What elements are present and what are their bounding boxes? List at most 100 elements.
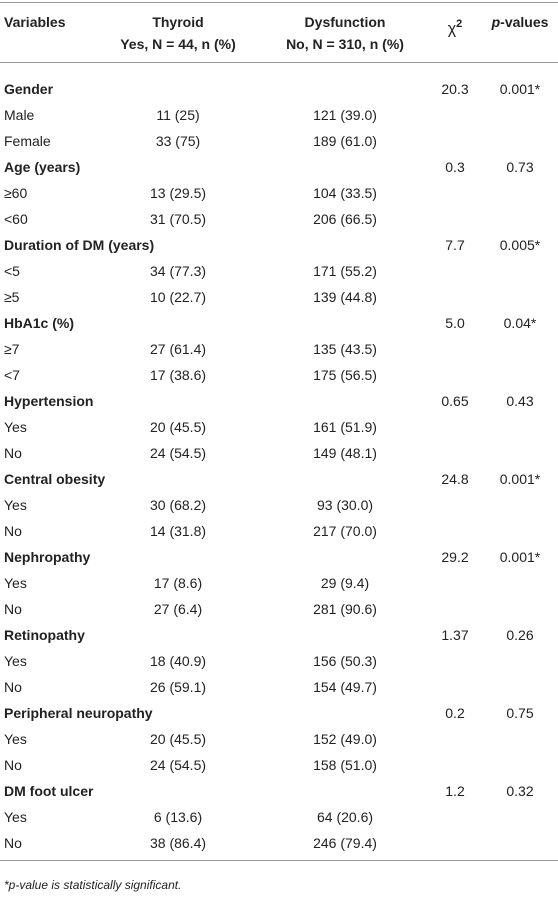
thyroid-value: 18 (40.9) [149,653,207,669]
row-label: <5 [4,263,20,279]
row-label: Female [4,133,51,149]
row-label: Yes [4,809,27,825]
row-label: No [4,601,22,617]
thyroid-value: 6 (13.6) [153,809,203,825]
dysfunction-value: 64 (20.6) [316,809,374,825]
group-label: DM foot ulcer [4,783,94,799]
dysfunction-value: 217 (70.0) [313,523,377,539]
thyroid-value: 13 (29.5) [149,185,207,201]
thyroid-value: 10 (22.7) [149,289,207,305]
group-label: Age (years) [4,159,81,175]
thyroid-value: 11 (25) [156,107,200,123]
group-label: Peripheral neuropathy [4,705,153,721]
thyroid-value: 27 (6.4) [153,601,203,617]
dysfunction-value: 156 (50.3) [313,653,377,669]
row-label: Yes [4,419,27,435]
dysfunction-value: 139 (44.8) [313,289,377,305]
row-label: ≥60 [4,185,28,201]
chi-value: 0.65 [441,393,469,409]
header-cell: No, N = 310, n (%) [286,36,404,52]
thyroid-value: 27 (61.4) [149,341,207,357]
dysfunction-value: 152 (49.0) [313,731,377,747]
dysfunction-value: 158 (51.0) [313,757,377,773]
row-label: No [4,523,22,539]
row-label: Yes [4,497,27,513]
p-value: 0.001* [499,81,541,97]
p-value: 0.26 [506,627,534,643]
dysfunction-value: 135 (43.5) [313,341,377,357]
row-label: <7 [4,367,20,383]
group-label: Central obesity [4,471,106,487]
dysfunction-value: 149 (48.1) [313,445,377,461]
group-label: Duration of DM (years) [4,237,155,253]
p-value: 0.001* [499,471,541,487]
dysfunction-value: 161 (51.9) [313,419,377,435]
rule [0,2,558,3]
p-value: 0.04* [503,315,537,331]
thyroid-value: 24 (54.5) [149,757,207,773]
thyroid-value: 30 (68.2) [149,497,207,513]
thyroid-value: 20 (45.5) [149,731,207,747]
thyroid-value: 17 (38.6) [149,367,207,383]
chi-value: 5.0 [445,315,465,331]
chi-value: 1.37 [441,627,469,643]
dysfunction-value: 206 (66.5) [313,211,377,227]
p-value: 0.005* [499,237,541,253]
thyroid-value: 20 (45.5) [149,419,207,435]
dysfunction-value: 121 (39.0) [313,107,377,123]
chi-value: 29.2 [441,549,469,565]
row-label: Yes [4,731,27,747]
row-label: No [4,445,22,461]
row-label: No [4,757,22,773]
header-cell: Variables [4,14,66,30]
row-label: <60 [4,211,28,227]
chi-value: 7.7 [445,237,465,253]
row-label: No [4,679,22,695]
dysfunction-value: 104 (33.5) [313,185,377,201]
thyroid-value: 34 (77.3) [149,263,207,279]
thyroid-value: 26 (59.1) [149,679,207,695]
group-label: Nephropathy [4,549,91,565]
thyroid-value: 24 (54.5) [149,445,207,461]
rule [0,860,558,861]
row-label: No [4,835,22,851]
chi-sup: 2 [456,18,463,30]
thyroid-value: 14 (31.8) [149,523,207,539]
thyroid-value: 17 (8.6) [153,575,203,591]
footnote: *p-value is statistically significant. [4,878,182,892]
dysfunction-value: 189 (61.0) [313,133,377,149]
header-cell: Yes, N = 44, n (%) [120,36,236,52]
header-cell: Thyroid [152,14,204,30]
p-value: 0.001* [499,549,541,565]
rule [0,62,558,63]
dysfunction-value: 175 (56.5) [313,367,377,383]
chi-value: 20.3 [441,81,469,97]
p-rest: -values [500,14,549,30]
group-label: Hypertension [4,393,94,409]
p-value: 0.73 [506,159,534,175]
header-cell: Dysfunction [304,14,386,30]
dysfunction-value: 281 (90.6) [313,601,377,617]
row-label: ≥5 [4,289,20,305]
row-label: Male [4,107,35,123]
p-value: 0.75 [506,705,534,721]
p-value: 0.32 [506,783,534,799]
dysfunction-value: 29 (9.4) [320,575,370,591]
p-value: 0.43 [506,393,534,409]
chi-value: 0.2 [445,705,465,721]
chi-value: 24.8 [441,471,469,487]
p-italic: p [491,14,501,30]
header-cell: p-values [492,13,549,31]
thyroid-value: 31 (70.5) [149,211,207,227]
row-label: ≥7 [4,341,20,357]
row-label: Yes [4,653,27,669]
group-label: Retinopathy [4,627,85,643]
group-label: HbA1c (%) [4,315,75,331]
dysfunction-value: 171 (55.2) [313,263,377,279]
chi-value: 1.2 [445,783,465,799]
thyroid-value: 33 (75) [155,133,201,149]
row-label: Yes [4,575,27,591]
dysfunction-value: 154 (49.7) [313,679,377,695]
group-label: Gender [4,81,54,97]
